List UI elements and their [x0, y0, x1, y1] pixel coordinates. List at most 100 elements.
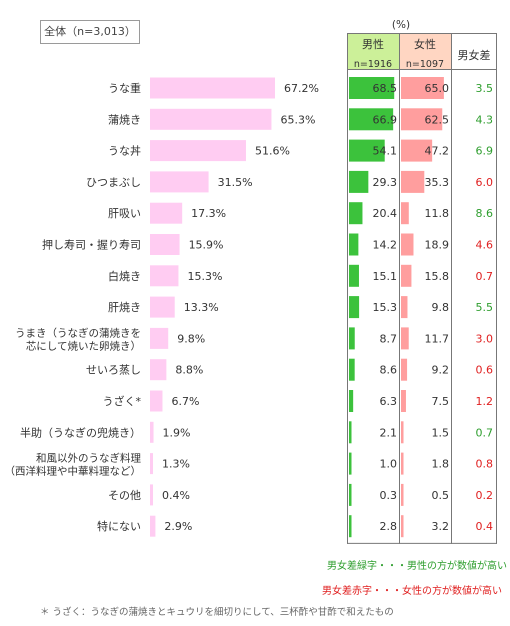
- male-value: 66.9: [373, 113, 398, 126]
- table-row: 8.7 11.7 3.0: [349, 327, 494, 350]
- total-bar-chart: うな重 67.2% 蒲焼き 65.3% うな丼 51.6% ひつまぶし 31.5% 肝吸い 17.…: [5, 77, 319, 537]
- diff-value: 0.7: [476, 426, 494, 439]
- male-bar: [349, 358, 355, 381]
- diff-header: 男女差: [458, 48, 491, 62]
- female-value: 47.2: [425, 145, 450, 158]
- table-row: 14.2 18.9 4.6: [349, 233, 493, 256]
- total-value-label: 6.7%: [171, 395, 199, 408]
- total-value-label: 15.9%: [189, 239, 224, 252]
- female-bar: [401, 202, 409, 225]
- male-value: 15.1: [373, 270, 398, 283]
- female-bar: [401, 264, 412, 287]
- table-row: 1.0 1.8 0.8: [349, 452, 493, 475]
- category-label: ひつまぶし: [86, 176, 141, 189]
- category-row: うまき（うなぎの蒲焼きを芯にして焼いた卵焼き） 9.8%: [15, 326, 205, 352]
- female-value: 3.2: [432, 520, 450, 533]
- male-bar: [349, 170, 369, 193]
- percent-unit: (%): [392, 19, 410, 31]
- total-bar: [150, 484, 153, 506]
- table-row: 29.3 35.3 6.0: [349, 170, 493, 193]
- category-label: 和風以外のうなぎ料理（西洋料理や中華料理など）: [5, 452, 142, 478]
- category-row: その他 0.4%: [108, 484, 190, 506]
- female-n-label: n=1097: [406, 59, 444, 70]
- female-value: 1.5: [432, 426, 450, 439]
- female-bar: [401, 77, 444, 99]
- green-note: 男女差緑字・・・男性の方が数値が高い: [327, 561, 507, 572]
- table-row: 54.1 47.2 6.9: [349, 139, 494, 162]
- table-row: 20.4 11.8 8.6: [349, 202, 494, 225]
- female-bar: [401, 421, 404, 444]
- diff-value: 1.2: [476, 395, 494, 408]
- female-bar: [401, 452, 404, 475]
- category-row: せいろ蒸し 8.8%: [86, 359, 203, 381]
- total-value-label: 0.4%: [162, 489, 190, 502]
- gender-comparison-table: (%) 男性 n=1916 女性 n=1097 男女差 68.5 65.0 3.5 66.9 62.…: [347, 19, 497, 544]
- male-bar: [349, 421, 352, 444]
- female-value: 9.2: [432, 364, 450, 377]
- diff-value: 5.5: [476, 301, 494, 314]
- table-row: 6.3 7.5 1.2: [349, 390, 493, 412]
- category-label: せいろ蒸し: [86, 364, 141, 377]
- male-bar: [349, 483, 352, 506]
- total-bar: [150, 359, 167, 381]
- total-bar: [150, 108, 272, 130]
- total-value-label: 2.9%: [164, 520, 192, 533]
- category-label: 特にない: [97, 519, 141, 533]
- female-value: 15.8: [425, 270, 450, 283]
- category-row: 特にない 2.9%: [97, 515, 192, 537]
- male-value: 20.4: [373, 207, 398, 220]
- male-bar: [349, 515, 352, 538]
- category-row: 白焼き 15.3%: [108, 265, 222, 287]
- total-bar: [150, 202, 183, 224]
- male-bar: [349, 139, 385, 162]
- female-bar: [401, 358, 408, 381]
- category-label: 蒲焼き: [108, 112, 141, 126]
- female-value: 18.9: [425, 239, 450, 252]
- total-value-label: 67.2%: [284, 82, 319, 95]
- category-label: うな丼: [108, 145, 141, 158]
- male-value: 2.1: [380, 426, 398, 439]
- male-value: 8.7: [380, 332, 398, 345]
- category-label: その他: [108, 489, 141, 502]
- total-value-label: 51.6%: [255, 145, 290, 158]
- male-value: 68.5: [373, 82, 398, 95]
- diff-value: 3.0: [476, 332, 494, 345]
- category-label: 半助（うなぎの兜焼き）: [20, 425, 141, 439]
- diff-value: 0.6: [476, 364, 494, 377]
- male-value: 54.1: [373, 145, 398, 158]
- category-row: 蒲焼き 65.3%: [108, 108, 315, 130]
- diff-value: 8.6: [476, 207, 494, 220]
- category-label: うな重: [108, 81, 141, 95]
- table-row: 2.1 1.5 0.7: [349, 421, 494, 444]
- diff-value: 3.5: [476, 82, 494, 95]
- female-bar: [401, 390, 406, 412]
- female-value: 35.3: [425, 176, 450, 189]
- diff-value: 6.9: [476, 145, 494, 158]
- female-value: 7.5: [432, 395, 450, 408]
- footnote: ＊ うざく：うなぎの蒲焼きとキュウリを細切りにして、三杯酢や甘酢で和えたもの: [40, 607, 394, 618]
- total-value-label: 8.8%: [175, 364, 203, 377]
- total-value-label: 1.3%: [162, 458, 190, 471]
- table-row: 0.3 0.5 0.2: [349, 483, 493, 506]
- total-value-label: 15.3%: [187, 270, 222, 283]
- table-row: 15.3 9.8 5.5: [349, 296, 494, 319]
- male-bar: [349, 390, 354, 412]
- diff-value: 0.4: [476, 520, 494, 533]
- table-row: 68.5 65.0 3.5: [349, 77, 493, 99]
- category-row: 和風以外のうなぎ料理（西洋料理や中華料理など） 1.3%: [5, 452, 190, 478]
- male-bar: [349, 108, 394, 131]
- female-value: 0.5: [432, 489, 450, 502]
- male-header-bg: [347, 33, 399, 69]
- total-sample-label: 全体（n=3,013）: [40, 20, 140, 44]
- category-row: ひつまぶし 31.5%: [86, 171, 253, 193]
- female-value: 9.8: [432, 301, 450, 314]
- female-bar: [401, 483, 404, 506]
- total-bar: [150, 390, 163, 412]
- category-label: うまき（うなぎの蒲焼きを芯にして焼いた卵焼き）: [15, 326, 141, 352]
- total-bar: [150, 327, 169, 349]
- total-value-label: 65.3%: [280, 113, 315, 126]
- male-value: 6.3: [380, 395, 398, 408]
- category-row: 肝焼き 13.3%: [108, 296, 219, 318]
- female-value: 11.8: [425, 207, 450, 220]
- category-row: 押し寿司・握り寿司 15.9%: [42, 234, 224, 255]
